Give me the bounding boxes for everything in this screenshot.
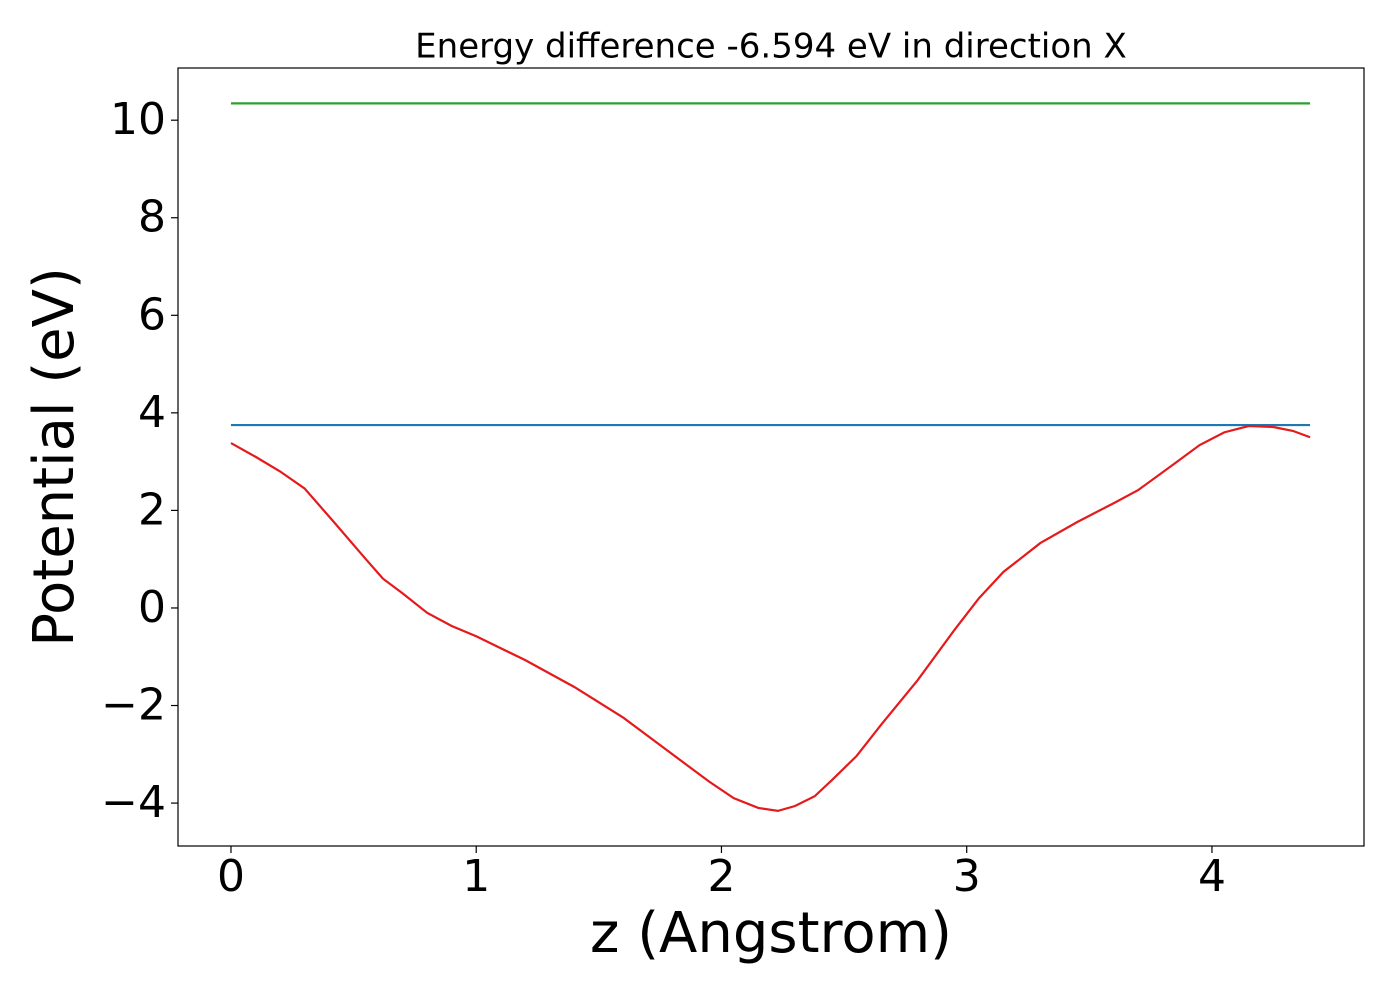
y-tick-label: 2 xyxy=(138,484,166,535)
y-axis-label: Potential (eV) xyxy=(22,267,87,647)
x-tick-label: 3 xyxy=(953,851,981,902)
y-tick-label: 0 xyxy=(138,582,166,633)
y-tick-label: 10 xyxy=(110,94,166,145)
line-series xyxy=(230,424,1311,813)
chart-title: Energy difference -6.594 eV in direction… xyxy=(415,27,1127,67)
x-axis-label: z (Angstrom) xyxy=(590,901,952,966)
plot-frame xyxy=(177,67,1365,847)
x-tick-label: 4 xyxy=(1198,851,1226,902)
y-tick-label: 6 xyxy=(138,289,166,340)
y-tick-label: −4 xyxy=(101,777,166,828)
x-tick-label: 0 xyxy=(217,851,245,902)
y-tick-label: 8 xyxy=(138,192,166,243)
x-tick-label: 1 xyxy=(462,851,490,902)
y-tick-label: 4 xyxy=(138,387,166,438)
y-tick-label: −2 xyxy=(101,680,166,731)
x-tick-label: 2 xyxy=(707,851,735,902)
